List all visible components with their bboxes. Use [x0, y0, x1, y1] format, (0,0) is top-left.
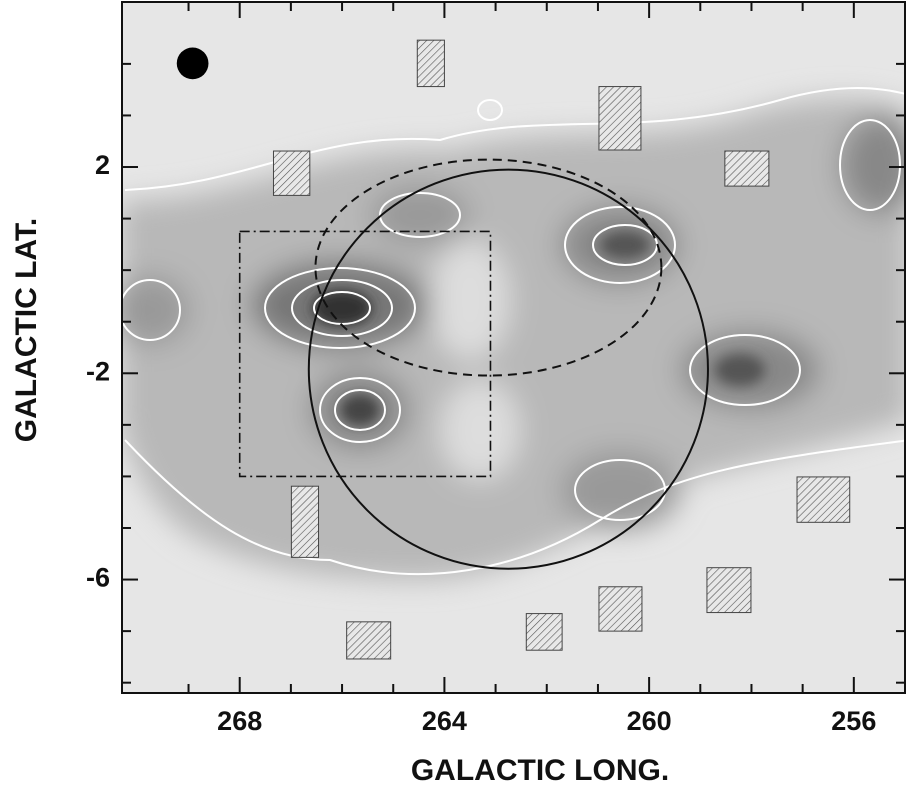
hatched-field: [599, 587, 642, 631]
hatched-field: [725, 151, 769, 186]
x-tick-label: 268: [217, 706, 262, 736]
hatched-field: [273, 151, 309, 195]
hatched-field: [526, 614, 562, 651]
x-tick-label: 264: [422, 706, 467, 736]
y-axis-label: GALACTIC LAT.: [10, 218, 43, 442]
hatched-field: [291, 486, 318, 557]
hatched-field: [417, 40, 444, 86]
hatched-field: [599, 87, 641, 150]
x-axis-label: GALACTIC LONG.: [411, 754, 669, 787]
chart: GALACTIC LONG. GALACTIC LAT. 268 264 260 25…: [0, 0, 906, 787]
y-tick-label: -6: [86, 563, 110, 593]
hatched-field: [347, 622, 391, 659]
y-tick-label: -2: [86, 356, 110, 386]
beam: [177, 48, 209, 80]
x-tick-label: 260: [627, 706, 672, 736]
hatched-field: [797, 477, 850, 522]
x-tick-label: 256: [831, 706, 876, 736]
y-tick-label: 2: [95, 150, 110, 180]
intensity-map: [110, 2, 906, 693]
hatched-field: [707, 568, 751, 613]
